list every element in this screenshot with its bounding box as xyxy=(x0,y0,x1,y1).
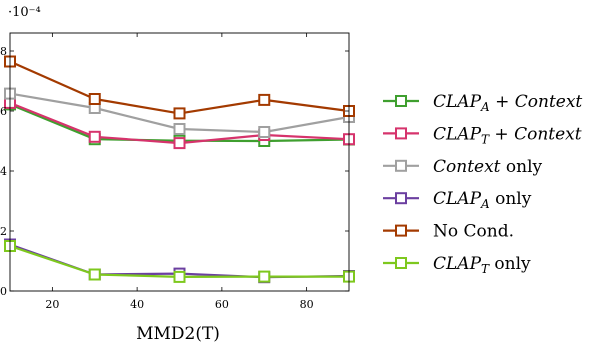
legend-marker-4 xyxy=(395,224,407,237)
legend-marker-3 xyxy=(395,192,407,205)
x-tick-label: 80 xyxy=(300,298,314,311)
legend-label-2: Context only xyxy=(433,157,543,177)
y-tick-label: 0 xyxy=(0,285,7,298)
x-axis-label: MMD2(T) xyxy=(136,324,220,344)
legend-marker-1 xyxy=(395,127,407,140)
legend-label-0: CLAPA + Context xyxy=(433,92,582,114)
y-scale-label: ·10⁻⁴ xyxy=(8,5,41,20)
legend-marker-5 xyxy=(395,257,407,269)
legend-label-1: CLAPT + Context xyxy=(433,124,582,146)
plot-frame xyxy=(9,32,350,292)
data-point-4-1 xyxy=(88,93,101,105)
legend-marker-0 xyxy=(395,95,407,107)
data-point-2-2 xyxy=(173,123,186,135)
legend: CLAPA + Context CLAPT + Context Context on… xyxy=(383,92,582,276)
data-point-5-1 xyxy=(88,268,101,281)
y-tick-label: 2 xyxy=(0,225,7,238)
y-tick-label: 6 xyxy=(0,105,7,118)
data-point-1-1 xyxy=(88,130,101,143)
y-tick-label: 8 xyxy=(0,45,7,58)
data-point-4-2 xyxy=(173,107,186,120)
series-line-4 xyxy=(9,60,350,115)
data-point-1-2 xyxy=(173,137,186,150)
data-point-2-3 xyxy=(258,126,271,138)
legend-label-5: CLAPT only xyxy=(433,254,531,276)
legend-label-3: CLAPA only xyxy=(433,189,532,211)
y-tick-label: 4 xyxy=(0,165,7,178)
x-tick-label: 40 xyxy=(130,298,144,311)
x-tick-label: 60 xyxy=(215,298,229,311)
x-tick-label: 20 xyxy=(45,298,59,311)
data-point-5-2 xyxy=(173,270,186,283)
legend-marker-2 xyxy=(395,159,407,172)
data-point-4-3 xyxy=(258,93,271,106)
plot-area xyxy=(4,55,355,284)
legend-label-4: No Cond. xyxy=(433,222,514,242)
data-point-5-3 xyxy=(258,270,271,283)
axes: 0 2 4 6 8 20 40 60 80 xyxy=(0,33,349,311)
